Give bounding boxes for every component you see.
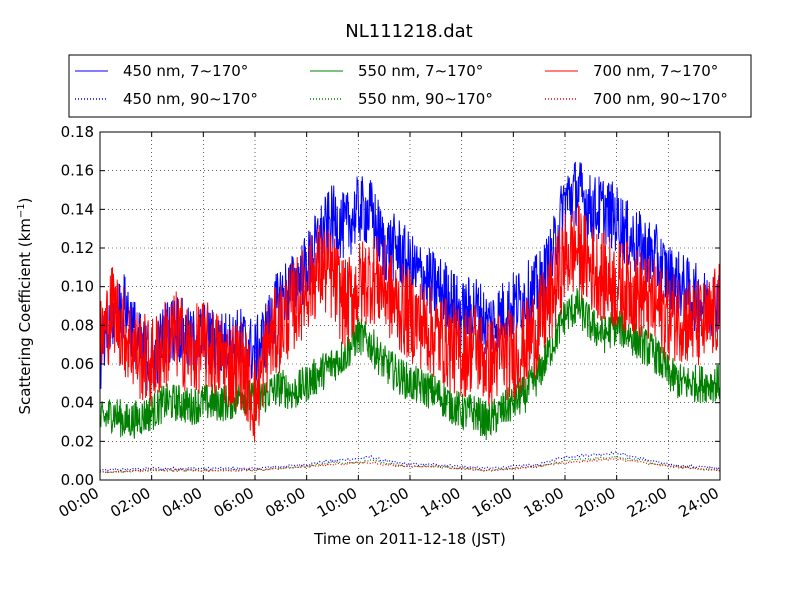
legend-label-700-full: 700 nm, 7∼170° [593,62,718,80]
x-axis-label: Time on 2011-12-18 (JST) [313,530,506,548]
y-tick-label: 0.00 [61,471,94,489]
series-layer [99,161,721,474]
legend-box [68,54,752,118]
y-axis-label-close: ) [16,197,34,203]
y-tick-label: 0.10 [61,278,94,296]
legend: 450 nm, 7∼170° 550 nm, 7∼170° 700 nm, 7∼17… [68,54,752,118]
chart-title: NL111218.dat [345,21,472,42]
legend-label-550-back: 550 nm, 90∼170° [358,90,493,108]
y-tick-label: 0.04 [61,394,94,412]
series-line-550-full [99,288,721,441]
y-axis-label-sup: −1 [16,203,27,218]
y-tick-labels: 0.00 0.02 0.04 0.06 0.08 0.10 0.12 0.14 0.16 0.18 [61,123,94,489]
legend-label-700-back: 700 nm, 90∼170° [593,90,728,108]
axes [99,131,721,481]
series-line-700-full [99,204,721,443]
y-axis-label-text: Scattering Coefficient (km [16,218,34,414]
y-tick-label: 0.16 [61,162,94,180]
y-tick-label: 0.14 [61,200,94,218]
legend-label-550-full: 550 nm, 7∼170° [358,62,483,80]
legend-label-450-back: 450 nm, 90∼170° [123,90,258,108]
legend-label-450-full: 450 nm, 7∼170° [123,62,248,80]
y-tick-label: 0.02 [61,432,94,450]
y-axis-label: Scattering Coefficient (km−1) [16,197,34,414]
y-tick-label: 0.08 [61,316,94,334]
y-tick-label: 0.12 [61,239,94,257]
y-tick-label: 0.06 [61,355,94,373]
y-tick-label: 0.18 [61,123,94,141]
